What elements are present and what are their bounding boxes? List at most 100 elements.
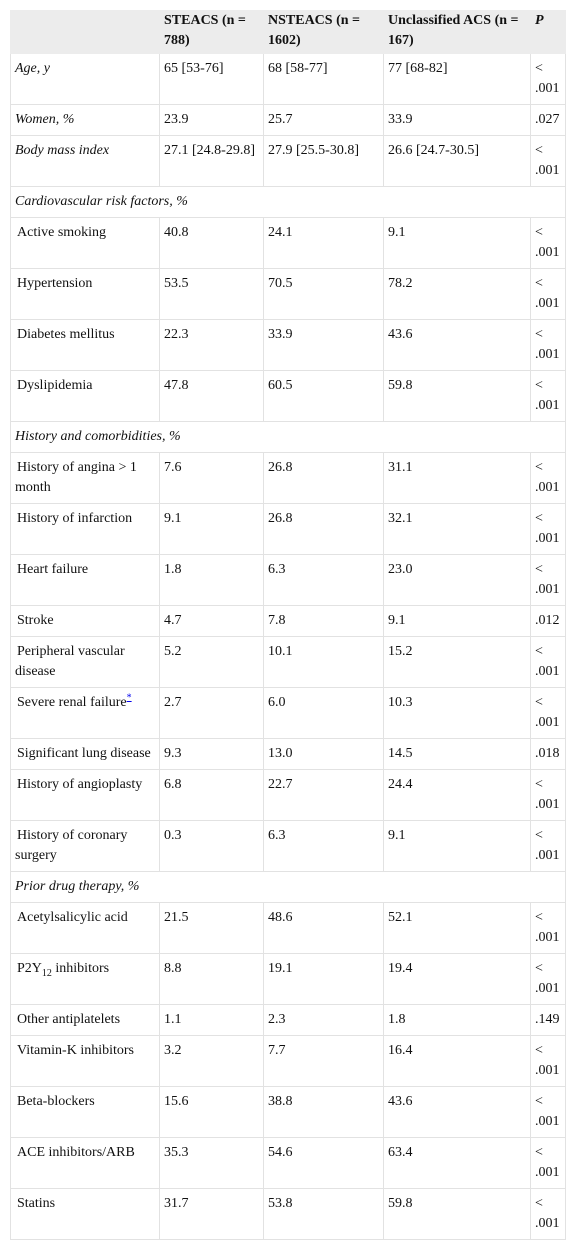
table-row: Vitamin-K inhibitors 3.2 7.7 16.4 < .001 [10, 1035, 566, 1087]
value-cell: < .001 [530, 503, 566, 555]
value-cell: 33.9 [383, 104, 531, 136]
table-row: ACE inhibitors/ARB 35.3 54.6 63.4 < .001 [10, 1137, 566, 1189]
value-cell: 31.1 [383, 452, 531, 504]
table-row: Stroke 4.7 7.8 9.1.012 [10, 605, 566, 637]
table-row: Active smoking 40.8 24.1 9.1 < .001 [10, 217, 566, 269]
label-text: Significant lung disease [17, 746, 151, 761]
value-cell: 19.4 [383, 953, 531, 1005]
table-row: Dyslipidemia 47.8 60.5 59.8 < .001 [10, 370, 566, 422]
value-cell: < .001 [530, 1137, 566, 1189]
value-cell: 16.4 [383, 1035, 531, 1087]
row-label: Other antiplatelets [10, 1004, 160, 1036]
value-cell: 5.2 [159, 636, 264, 688]
value-cell: < .001 [530, 452, 566, 504]
label-text: Body mass index [15, 143, 110, 158]
header-cell: STEACS (n = 788) [159, 10, 264, 54]
value-cell: 10.1 [263, 636, 384, 688]
row-label: History of coronary surgery [10, 820, 160, 872]
value-cell: < .001 [530, 902, 566, 954]
value-cell: 19.1 [263, 953, 384, 1005]
value-cell: 6.8 [159, 769, 264, 821]
value-cell: 9.1 [383, 217, 531, 269]
section-heading: Prior drug therapy, % [10, 871, 566, 903]
table-row: History of coronary surgery 0.3 6.3 9.1 < .0… [10, 820, 566, 872]
value-cell: 26.6 [24.7-30.5] [383, 135, 531, 187]
table-row: History of infarction 9.1 26.8 32.1 < .001 [10, 503, 566, 555]
value-cell: 13.0 [263, 738, 384, 770]
table-row: Beta-blockers 15.6 38.8 43.6 < .001 [10, 1086, 566, 1138]
value-cell: < .001 [530, 820, 566, 872]
row-label: Heart failure [10, 554, 160, 606]
value-cell: .018 [530, 738, 566, 770]
value-cell: < .001 [530, 370, 566, 422]
footnote-link[interactable]: * [126, 692, 132, 704]
value-cell: 70.5 [263, 268, 384, 320]
value-cell: 25.7 [263, 104, 384, 136]
table-row: Prior drug therapy, % [10, 871, 566, 903]
table-row: Severe renal failure* 2.7 6.0 10.3 < .001 [10, 687, 566, 739]
table-row: Age, y 65 [53-76] 68 [58-77] 77 [68-82] < .0… [10, 53, 566, 105]
value-cell: 15.2 [383, 636, 531, 688]
table-row: Acetylsalicylic acid 21.5 48.6 52.1 < .001 [10, 902, 566, 954]
value-cell: 14.5 [383, 738, 531, 770]
value-cell: < .001 [530, 769, 566, 821]
value-cell: < .001 [530, 319, 566, 371]
value-cell: 21.5 [159, 902, 264, 954]
table-row: Peripheral vascular disease 5.2 10.1 15.2 < … [10, 636, 566, 688]
value-cell: 48.6 [263, 902, 384, 954]
value-cell: 78.2 [383, 268, 531, 320]
row-label: History of infarction [10, 503, 160, 555]
value-cell: .149 [530, 1004, 566, 1036]
row-label: Acetylsalicylic acid [10, 902, 160, 954]
label-text: History of infarction [17, 511, 133, 526]
label-text: Other antiplatelets [17, 1012, 121, 1027]
value-cell: 60.5 [263, 370, 384, 422]
subscript: 12 [41, 967, 52, 979]
row-label: History of angina > 1 month [10, 452, 160, 504]
row-label: Dyslipidemia [10, 370, 160, 422]
value-cell: 68 [58-77] [263, 53, 384, 105]
table-row: History of angioplasty 6.8 22.7 24.4 < .001 [10, 769, 566, 821]
table-row: Heart failure 1.8 6.3 23.0 < .001 [10, 554, 566, 606]
value-cell: 27.1 [24.8-29.8] [159, 135, 264, 187]
value-cell: 59.8 [383, 370, 531, 422]
table-row: Cardiovascular risk factors, % [10, 186, 566, 218]
label-text: P2Y [17, 961, 42, 976]
value-cell: 15.6 [159, 1086, 264, 1138]
table-row: Diabetes mellitus 22.3 33.9 43.6 < .001 [10, 319, 566, 371]
value-cell: 10.3 [383, 687, 531, 739]
table-body: Age, y 65 [53-76] 68 [58-77] 77 [68-82] < .0… [10, 53, 566, 1240]
value-cell: 0.3 [159, 820, 264, 872]
value-cell: < .001 [530, 953, 566, 1005]
value-cell: .012 [530, 605, 566, 637]
table-row: Statins 31.7 53.8 59.8 < .001 [10, 1188, 566, 1240]
label-text: Peripheral vascular disease [15, 644, 125, 679]
value-cell: 6.3 [263, 820, 384, 872]
value-cell: < .001 [530, 217, 566, 269]
section-heading: Cardiovascular risk factors, % [10, 186, 566, 218]
row-label: Significant lung disease [10, 738, 160, 770]
section-heading: History and comorbidities, % [10, 421, 566, 453]
value-cell: 27.9 [25.5-30.8] [263, 135, 384, 187]
row-label: Beta-blockers [10, 1086, 160, 1138]
row-label: Severe renal failure* [10, 687, 160, 739]
value-cell: < .001 [530, 1086, 566, 1138]
table-row: History of angina > 1 month 7.6 26.8 31.1 < … [10, 452, 566, 504]
row-label: Body mass index [10, 135, 160, 187]
value-cell: 3.2 [159, 1035, 264, 1087]
label-text: History of angina > 1 month [15, 460, 137, 495]
row-label: Statins [10, 1188, 160, 1240]
value-cell: < .001 [530, 268, 566, 320]
value-cell: 2.7 [159, 687, 264, 739]
value-cell: 47.8 [159, 370, 264, 422]
value-cell: 54.6 [263, 1137, 384, 1189]
value-cell: 43.6 [383, 1086, 531, 1138]
row-label: P2Y12 inhibitors [10, 953, 160, 1005]
row-label: Peripheral vascular disease [10, 636, 160, 688]
value-cell: 1.8 [159, 554, 264, 606]
label-text: Age, y [15, 61, 50, 76]
row-label: Vitamin-K inhibitors [10, 1035, 160, 1087]
row-label: ACE inhibitors/ARB [10, 1137, 160, 1189]
value-cell: 24.1 [263, 217, 384, 269]
table-row: Body mass index 27.1 [24.8-29.8] 27.9 [25.… [10, 135, 566, 187]
